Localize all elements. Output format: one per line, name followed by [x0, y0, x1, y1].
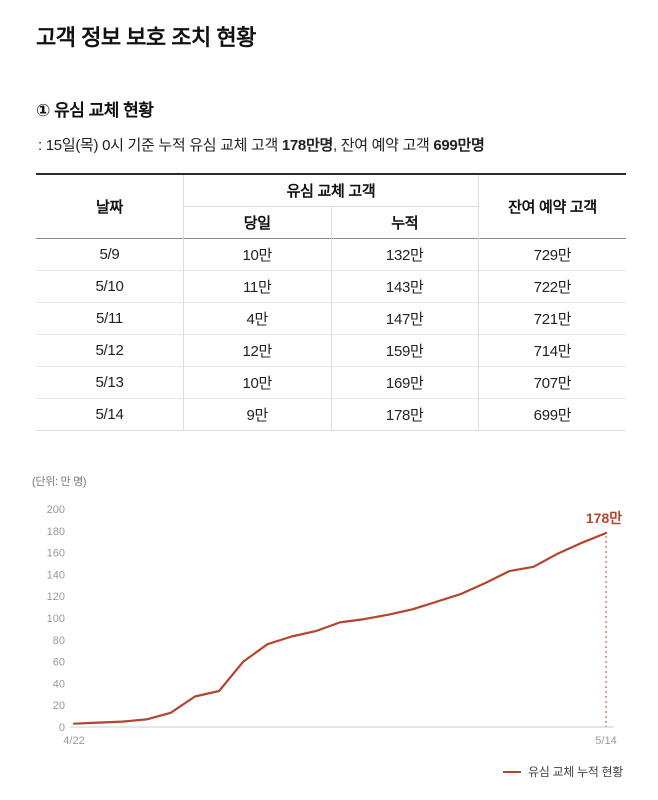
- table-header: 날짜 유심 교체 고객 잔여 예약 고객 당일 누적: [36, 174, 626, 239]
- col-header-remaining: 잔여 예약 고객: [508, 199, 597, 216]
- svg-text:200: 200: [47, 504, 65, 516]
- svg-text:160: 160: [47, 548, 65, 560]
- subtitle-cumulative-count: 178만명: [281, 137, 333, 154]
- cumulative-chart-section: (단위: 만 명) 0 20 40 60 80 100 120 140 160 180 200 4/2…: [32, 473, 625, 780]
- cell-cumulative: 143만: [330, 270, 479, 303]
- cell-cumulative: 147만: [330, 302, 479, 335]
- subtitle-remaining-count: 699만명: [433, 137, 485, 154]
- cell-date: 5/11: [36, 302, 184, 335]
- svg-text:80: 80: [53, 635, 65, 647]
- col-header-sim-group: 유심 교체 고객: [183, 174, 479, 207]
- chart-unit-label: (단위: 만 명): [32, 476, 87, 488]
- col-header-cumulative: 누적: [330, 206, 479, 239]
- cell-cumulative: 159만: [330, 334, 479, 367]
- svg-text:100: 100: [47, 613, 65, 625]
- cell-date: 5/9: [99, 246, 120, 263]
- svg-text:5/14: 5/14: [595, 735, 616, 747]
- cell-date: 5/12: [36, 334, 184, 367]
- cell-remaining: 729만: [533, 247, 572, 264]
- table-body: 5/9 10만 132만 729만 5/10 11만 143만 722만 5/1…: [36, 238, 626, 431]
- cell-daily: 4만: [183, 302, 331, 335]
- table-row: 5/9 10만 132만 729만: [36, 238, 626, 271]
- subtitle-text-mid: , 잔여 예약 고객: [332, 137, 434, 154]
- cell-remaining: 714만: [478, 334, 626, 367]
- svg-text:140: 140: [47, 569, 65, 581]
- svg-text:178만: 178만: [586, 510, 622, 526]
- table-row: 5/11 4만 147만 721만: [36, 302, 626, 335]
- cell-remaining: 722만: [478, 270, 626, 303]
- sim-replacement-table: 날짜 유심 교체 고객 잔여 예약 고객 당일 누적 5/9 10만 132만 …: [36, 173, 626, 431]
- line-chart: 0 20 40 60 80 100 120 140 160 180 200 4/22 5/14 178만: [47, 504, 623, 747]
- table-row: 5/12 12만 159만 714만: [36, 334, 626, 367]
- cell-remaining: 721만: [478, 302, 626, 335]
- cell-cumulative: 178만: [330, 398, 479, 431]
- legend-line-marker: [502, 770, 521, 773]
- cell-cumulative: 169만: [330, 366, 479, 399]
- chart-legend: 유심 교체 누적 현황: [36, 763, 623, 780]
- cell-remaining: 707만: [478, 366, 626, 399]
- table-row: 5/10 11만 143만 722만: [36, 270, 626, 303]
- svg-text:20: 20: [53, 700, 65, 712]
- cell-date: 5/10: [36, 270, 184, 303]
- cell-cumulative: 132만: [330, 238, 479, 271]
- cell-date: 5/13: [36, 366, 184, 399]
- cell-date: 5/14: [36, 398, 184, 431]
- svg-text:40: 40: [53, 678, 65, 690]
- table-row: 5/14 9만 178만 699만: [36, 398, 626, 431]
- svg-text:120: 120: [47, 591, 65, 603]
- table-row: 5/13 10만 169만 707만: [36, 366, 626, 399]
- section-title: ① 유심 교체 현황: [36, 101, 154, 120]
- cell-daily: 11만: [183, 270, 331, 303]
- cell-daily: 9만: [183, 398, 331, 431]
- cell-remaining: 699만: [478, 398, 626, 431]
- cell-daily: 10만: [183, 238, 331, 271]
- svg-text:4/22: 4/22: [63, 735, 84, 747]
- cell-daily: 10만: [183, 366, 331, 399]
- page-title: 고객 정보 보호 조치 현황: [36, 25, 256, 50]
- col-header-daily: 당일: [183, 206, 331, 239]
- svg-text:0: 0: [59, 722, 65, 734]
- legend-label: 유심 교체 누적 현황: [527, 765, 623, 779]
- section-subtitle: : 15일(목) 0시 기준 누적 유심 교체 고객 178만명, 잔여 예약 …: [38, 134, 625, 155]
- col-header-date: 날짜: [95, 199, 123, 216]
- cell-daily: 12만: [183, 334, 331, 367]
- svg-text:60: 60: [53, 657, 65, 669]
- subtitle-text: : 15일(목) 0시 기준 누적 유심 교체 고객: [38, 137, 282, 154]
- svg-text:180: 180: [47, 526, 65, 538]
